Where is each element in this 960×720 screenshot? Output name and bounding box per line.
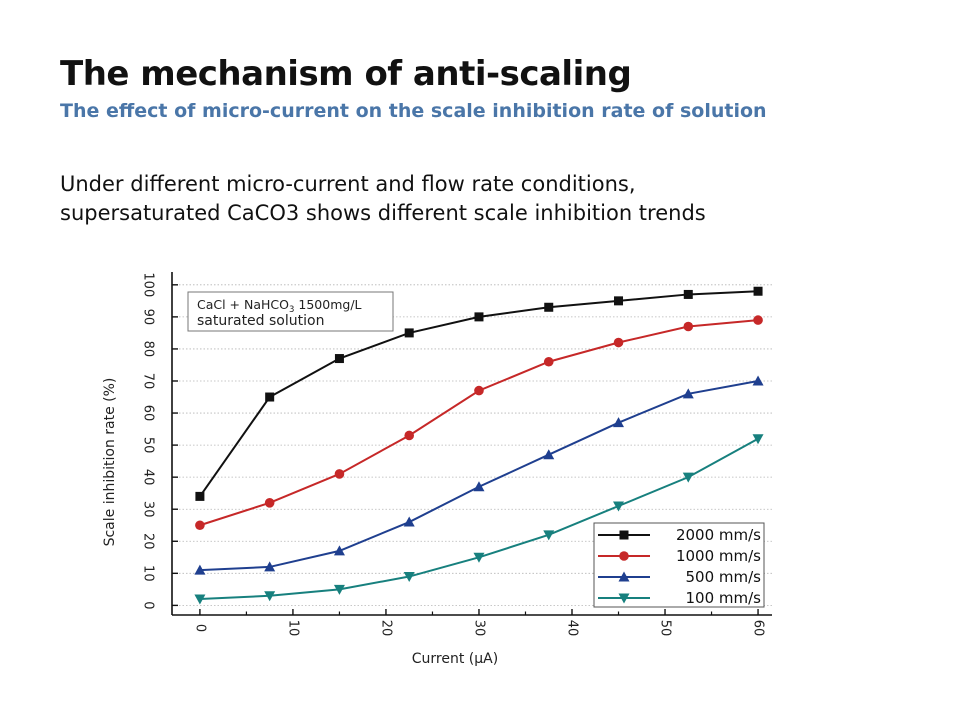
data-point <box>333 545 345 556</box>
y-tick-label-30: 30 <box>141 501 156 518</box>
data-point <box>265 392 275 402</box>
data-point <box>194 594 206 605</box>
data-point <box>195 491 205 501</box>
y-tick-label-70: 70 <box>141 373 156 390</box>
annotation-line-1: CaCl + NaHCO3 1500mg/L <box>197 297 362 315</box>
data-point <box>195 520 205 531</box>
data-point <box>543 530 555 541</box>
data-point <box>752 434 764 445</box>
x-tick-label-60: 60 <box>751 620 766 637</box>
legend-marker-3 <box>618 593 630 604</box>
y-tick-label-90: 90 <box>141 309 156 326</box>
data-point <box>473 481 485 492</box>
data-point <box>682 472 694 483</box>
data-point <box>264 561 276 572</box>
data-point <box>682 388 694 399</box>
data-point <box>404 430 415 441</box>
x-tick-label-50: 50 <box>658 620 673 637</box>
data-point <box>404 328 414 338</box>
legend-label-1: 1000 mm/s <box>676 547 761 565</box>
data-point <box>753 315 763 325</box>
data-point <box>474 312 484 322</box>
y-tick-label-0: 0 <box>141 601 156 609</box>
x-tick-label-0: 0 <box>192 624 207 632</box>
legend-marker-2 <box>618 571 630 582</box>
data-point <box>334 354 344 364</box>
slide-subtitle: The effect of micro-current on the scale… <box>60 100 767 122</box>
data-point <box>753 286 763 296</box>
data-point <box>613 337 624 348</box>
data-point <box>543 449 555 460</box>
legend-marker-0 <box>619 530 629 540</box>
data-point <box>333 584 345 595</box>
legend: 2000 mm/s 1000 mm/s 500 mm/s 100 mm/s <box>593 522 765 608</box>
slide-body-text: Under different micro-current and flow r… <box>60 170 706 228</box>
data-point <box>613 417 625 428</box>
body-line-2: supersaturated CaCO3 shows different sca… <box>60 201 706 225</box>
y-tick-label-20: 20 <box>141 533 156 550</box>
legend-label-2: 500 mm/s <box>686 568 762 586</box>
y-tick-label-40: 40 <box>141 469 156 486</box>
y-tick-label-50: 50 <box>141 437 156 454</box>
y-tick-label-60: 60 <box>141 405 156 422</box>
legend-label-3: 100 mm/s <box>686 589 762 607</box>
data-point <box>264 591 276 602</box>
data-point <box>543 356 554 367</box>
data-point <box>473 552 485 563</box>
x-tick-label-20: 20 <box>378 620 393 637</box>
y-tick-label-80: 80 <box>141 341 156 358</box>
data-point <box>264 498 275 508</box>
y-tick-label-100: 100 <box>141 272 156 297</box>
series-1 <box>195 315 763 531</box>
y-tick-label-10: 10 <box>141 565 156 582</box>
data-point <box>194 564 206 575</box>
y-axis-label: Scale inhibition rate (%) <box>102 378 118 547</box>
x-axis-label: Current (μA) <box>412 651 498 667</box>
data-point <box>544 302 554 312</box>
data-point <box>683 289 693 299</box>
data-point <box>613 501 625 512</box>
annotation-line-2: saturated solution <box>197 313 324 329</box>
slide-title: The mechanism of anti-scaling <box>60 54 632 94</box>
x-tick-label-10: 10 <box>285 620 300 637</box>
data-point <box>752 375 764 386</box>
data-point <box>403 516 415 527</box>
x-tick-label-40: 40 <box>565 620 580 637</box>
data-point <box>683 321 694 332</box>
series-3 <box>194 434 764 605</box>
legend-label-0: 2000 mm/s <box>676 526 761 544</box>
data-point <box>614 296 624 306</box>
series-line-1 <box>199 319 759 527</box>
annotation-border <box>187 291 394 332</box>
legend-marker-1 <box>619 551 629 561</box>
data-point <box>403 572 415 583</box>
body-line-1: Under different micro-current and flow r… <box>60 172 636 196</box>
series-0 <box>195 286 763 501</box>
x-tick-label-30: 30 <box>471 620 486 637</box>
data-point <box>474 385 484 396</box>
data-point <box>334 469 345 479</box>
series-2 <box>194 375 764 575</box>
